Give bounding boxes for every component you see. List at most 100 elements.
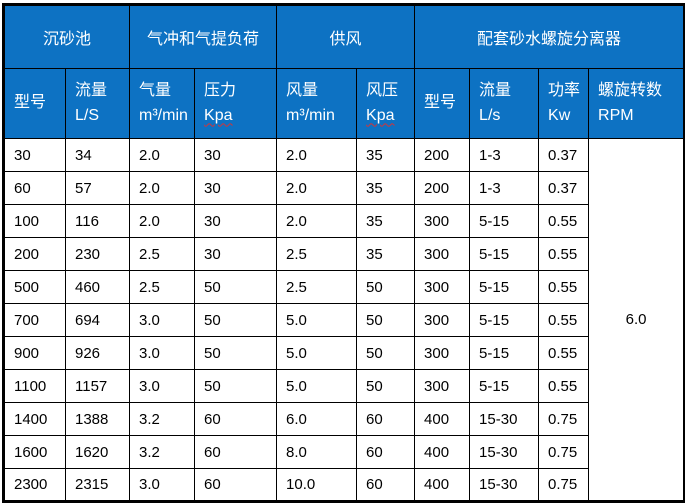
cell: 50: [356, 303, 416, 337]
cell: 2.0: [129, 204, 196, 238]
sub-header-row: 型号 流量 L/S 气量 m³/min 压力 Kpa 风量 m³/min 风压 Kpa 型…: [3, 68, 685, 139]
cell: 0.55: [538, 369, 590, 403]
cell: 300: [414, 303, 471, 337]
table-row: 30 34 2.0 30 2.0 35 200 1-3 0.37 6.0: [3, 138, 685, 502]
col-header-label: 流量: [75, 81, 108, 99]
cell: 60: [356, 402, 416, 436]
cell: 0.75: [538, 468, 590, 502]
col-header-unit: Kpa: [204, 106, 233, 124]
cell: 1157: [64, 369, 131, 403]
table-row: 60 57 2.0 30 2.0 35 200 1-3 0.37: [3, 171, 685, 205]
cell: 35: [356, 171, 416, 205]
cell: 2315: [64, 468, 131, 502]
table-row: 1400 1388 3.2 60 6.0 60 400 15-30 0.75: [3, 402, 685, 436]
cell: 60: [194, 435, 278, 469]
col-header-air-volume: 气量 m³/min: [129, 68, 196, 139]
col-header-separator-flow: 流量 L/s: [469, 68, 540, 139]
group-header-air-scour-lift-load: 气冲和气提负荷: [129, 4, 278, 69]
col-header-label: 流量: [479, 81, 512, 99]
col-header-power: 功率 Kw: [538, 68, 590, 139]
cell: 1400: [3, 402, 66, 436]
cell: 116: [64, 204, 131, 238]
col-header-rpm: 螺旋转数 RPM: [588, 68, 685, 139]
cell: 50: [356, 270, 416, 304]
cell: 50: [356, 369, 416, 403]
col-header-unit: L/s: [479, 106, 501, 124]
cell: 5-15: [469, 303, 540, 337]
table-body: 30 34 2.0 30 2.0 35 200 1-3 0.37 6.0 60 …: [3, 138, 685, 502]
cell: 3.0: [129, 468, 196, 502]
cell: 400: [414, 402, 471, 436]
cell: 6.0: [276, 402, 358, 436]
cell: 1-3: [469, 138, 540, 172]
table-row: 1100 1157 3.0 50 5.0 50 300 5-15 0.55: [3, 369, 685, 403]
col-header-label: 气量: [139, 81, 172, 99]
cell: 2.0: [129, 171, 196, 205]
cell: 8.0: [276, 435, 358, 469]
spec-table: 沉砂池 气冲和气提负荷 供风 配套砂水螺旋分离器 型号 流量 L/S 气量 m³/m…: [2, 3, 685, 503]
cell: 5-15: [469, 270, 540, 304]
col-header-pressure: 压力 Kpa: [194, 68, 278, 139]
cell: 0.37: [538, 171, 590, 205]
cell: 2.0: [129, 138, 196, 172]
cell: 926: [64, 336, 131, 370]
cell: 2.5: [276, 270, 358, 304]
cell: 30: [194, 138, 278, 172]
table-row: 1600 1620 3.2 60 8.0 60 400 15-30 0.75: [3, 435, 685, 469]
merged-rpm-cell: 6.0: [588, 138, 685, 502]
cell: 34: [64, 138, 131, 172]
cell: 0.55: [538, 204, 590, 238]
cell: 60: [356, 468, 416, 502]
cell: 15-30: [469, 402, 540, 436]
cell: 230: [64, 237, 131, 271]
cell: 3.2: [129, 402, 196, 436]
cell: 5.0: [276, 303, 358, 337]
col-header-wind-pressure: 风压 Kpa: [356, 68, 416, 139]
cell: 3.0: [129, 303, 196, 337]
cell: 400: [414, 435, 471, 469]
cell: 60: [194, 402, 278, 436]
cell: 694: [64, 303, 131, 337]
cell: 2.5: [276, 237, 358, 271]
col-header-wind-volume: 风量 m³/min: [276, 68, 358, 139]
cell: 0.55: [538, 336, 590, 370]
cell: 1388: [64, 402, 131, 436]
cell: 10.0: [276, 468, 358, 502]
cell: 60: [356, 435, 416, 469]
col-header-label: 压力: [204, 81, 237, 99]
cell: 5.0: [276, 336, 358, 370]
cell: 50: [356, 336, 416, 370]
cell: 5-15: [469, 204, 540, 238]
col-header-flow: 流量 L/S: [64, 68, 131, 139]
cell: 60: [3, 171, 66, 205]
cell: 57: [64, 171, 131, 205]
cell: 460: [64, 270, 131, 304]
cell: 15-30: [469, 468, 540, 502]
col-header-label: 螺旋转数: [598, 81, 663, 99]
cell: 2.0: [276, 204, 358, 238]
cell: 300: [414, 336, 471, 370]
cell: 2.0: [276, 171, 358, 205]
cell: 0.75: [538, 402, 590, 436]
group-header-grit-chamber: 沉砂池: [2, 4, 131, 69]
col-header-unit: L/S: [75, 106, 100, 124]
cell: 300: [414, 270, 471, 304]
cell: 2300: [3, 468, 66, 502]
cell: 15-30: [469, 435, 540, 469]
cell: 900: [3, 336, 66, 370]
table-row: 700 694 3.0 50 5.0 50 300 5-15 0.55: [3, 303, 685, 337]
cell: 0.55: [538, 303, 590, 337]
cell: 30: [194, 204, 278, 238]
col-header-label: 风量: [286, 81, 319, 99]
table-row: 900 926 3.0 50 5.0 50 300 5-15 0.55: [3, 336, 685, 370]
cell: 0.55: [538, 237, 590, 271]
group-header-air-supply: 供风: [276, 4, 416, 69]
cell: 50: [194, 303, 278, 337]
cell: 5.0: [276, 369, 358, 403]
cell: 1-3: [469, 171, 540, 205]
cell: 100: [3, 204, 66, 238]
table-row: 200 230 2.5 30 2.5 35 300 5-15 0.55: [3, 237, 685, 271]
cell: 1620: [64, 435, 131, 469]
col-header-model: 型号: [3, 68, 66, 139]
col-header-unit: m³/min: [139, 106, 188, 124]
